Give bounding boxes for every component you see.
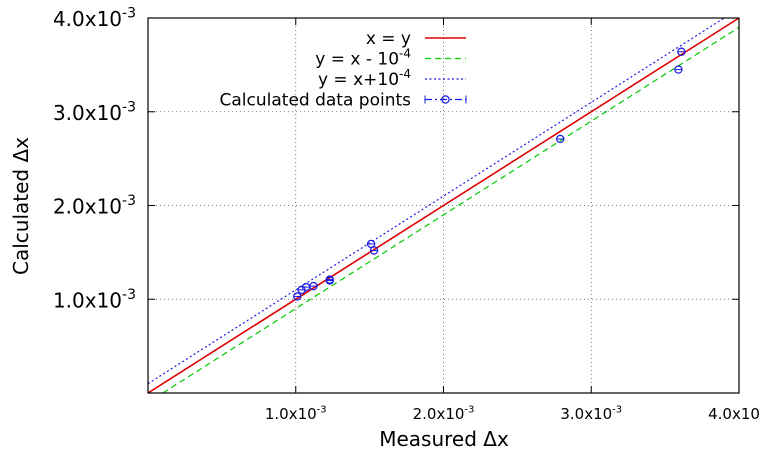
x-tick-label: 4.0x10-3	[708, 405, 759, 423]
y-tick-label-exponent: -3	[122, 99, 136, 115]
x-tick-label-exponent: -3	[464, 405, 474, 416]
y-tick-label: 2.0x10-3	[53, 193, 136, 218]
x-tick-label-mantissa: 3.0x10	[560, 405, 612, 423]
data-points	[293, 47, 686, 301]
reference-lines	[147, 17, 740, 394]
y-tick-label-mantissa: 4.0x10	[53, 7, 122, 31]
y-tick-label-exponent: -3	[122, 287, 136, 303]
x-tick-label-mantissa: 1.0x10	[265, 405, 317, 423]
x-tick-label-mantissa: 2.0x10	[413, 405, 465, 423]
x-tick-label-exponent: -3	[317, 405, 327, 416]
y-tick-label-mantissa: 2.0x10	[53, 195, 122, 219]
y-tick-label-mantissa: 1.0x10	[53, 288, 122, 312]
legend-label-3: Calculated data points	[220, 91, 412, 111]
series-line-2	[147, 17, 725, 385]
legend-label-2-mantissa: y = x+10	[318, 70, 399, 90]
x-tick-label: 3.0x10-3	[560, 405, 622, 423]
y-tick-label-exponent: -3	[122, 193, 136, 209]
legend-label-2-exponent: -4	[399, 67, 411, 81]
legend-label-0: x = y	[366, 29, 411, 49]
y-axis-title: Calculated Δx	[9, 137, 33, 275]
legend-label-1-mantissa: y = x - 10	[315, 50, 399, 70]
y-tick-label: 1.0x10-3	[53, 287, 136, 312]
x-tick-label: 1.0x10-3	[265, 405, 327, 423]
series-line-0	[147, 17, 740, 394]
y-tick-label: 4.0x10-3	[53, 6, 136, 31]
y-tick-label: 3.0x10-3	[53, 99, 136, 124]
x-tick-label: 2.0x10-3	[413, 405, 475, 423]
y-tick-label-mantissa: 3.0x10	[53, 101, 122, 125]
axis-ticks: 1.0x10-32.0x10-33.0x10-34.0x10-31.0x10-3…	[53, 6, 759, 423]
legend-marker	[441, 95, 450, 104]
series-line-1	[162, 26, 740, 394]
x-tick-label-exponent: -3	[612, 405, 622, 416]
y-tick-label-exponent: -3	[122, 6, 136, 22]
legend-label-1: y = x - 10-4	[315, 46, 411, 69]
x-axis-title: Measured Δx	[379, 427, 509, 451]
legend-label-1-exponent: -4	[399, 46, 411, 60]
x-tick-label-mantissa: 4.0x10	[708, 405, 759, 423]
grid	[148, 18, 739, 393]
legend-label-2: y = x+10-4	[318, 67, 411, 90]
